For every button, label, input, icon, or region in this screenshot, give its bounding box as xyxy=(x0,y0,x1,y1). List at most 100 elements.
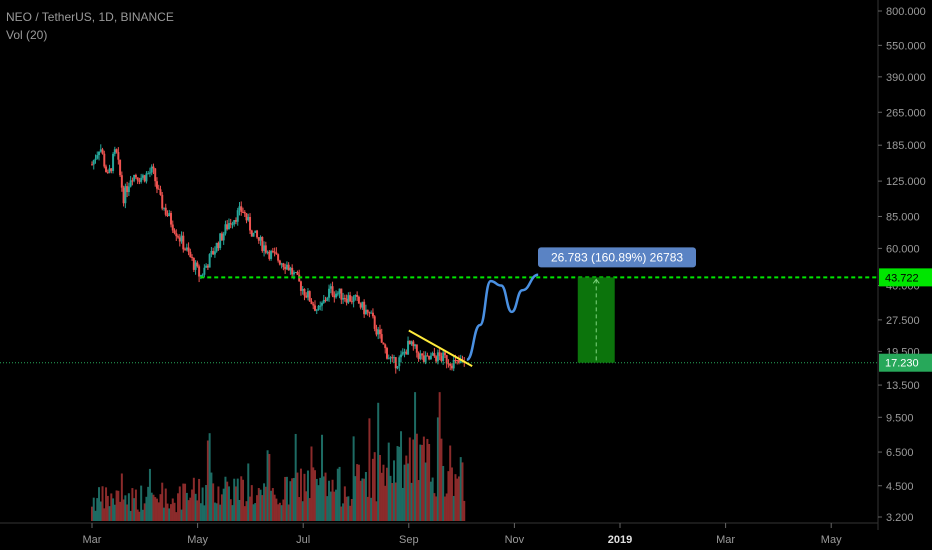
time-axis[interactable]: Mar May Jul Sep Nov 2019 Mar May xyxy=(0,522,878,546)
volume-bar xyxy=(407,463,410,521)
candle-body xyxy=(185,247,188,250)
candle-body xyxy=(261,236,264,251)
volume-bar xyxy=(184,483,187,521)
volume-bar xyxy=(433,493,436,521)
candle-body xyxy=(271,250,274,252)
candle-body xyxy=(178,237,181,242)
volume-bar xyxy=(164,488,167,521)
candle-body xyxy=(152,166,155,169)
candle-body xyxy=(240,206,243,212)
volume-bar xyxy=(275,498,278,521)
candle-body xyxy=(449,363,452,366)
volume-bar xyxy=(143,503,146,521)
volume-indicator-title[interactable]: Vol (20) xyxy=(6,28,48,42)
volume-bar xyxy=(419,444,422,521)
symbol-title[interactable]: NEO / TetherUS, 1D, BINANCE xyxy=(6,10,174,24)
candle-body xyxy=(287,264,290,271)
candle-body xyxy=(256,230,259,238)
measure-box xyxy=(577,277,615,363)
candle-body xyxy=(368,312,371,314)
candle-body xyxy=(443,352,446,356)
volume-bar xyxy=(299,468,302,521)
candle-body xyxy=(154,168,157,182)
volume-bar xyxy=(454,474,457,521)
volume-bar xyxy=(385,467,388,521)
volume-bar xyxy=(264,486,267,521)
candle-body xyxy=(270,250,273,259)
candle-body xyxy=(373,316,376,329)
volume-bar xyxy=(438,392,441,521)
level-price-tag xyxy=(879,268,932,287)
candle-body xyxy=(278,260,281,265)
candle-body xyxy=(315,309,318,311)
volume-bar xyxy=(178,486,181,521)
volume-bar xyxy=(180,509,183,521)
candle-body xyxy=(400,354,403,358)
volume-bar xyxy=(461,462,464,521)
candle-body xyxy=(238,206,241,211)
candle-body xyxy=(366,309,369,313)
price-tick-label: 60.000 xyxy=(886,243,920,255)
volume-bar xyxy=(133,498,136,521)
volume-bar xyxy=(263,483,266,521)
volume-bar xyxy=(415,433,418,521)
volume-bar xyxy=(249,496,252,521)
volume-bar xyxy=(456,478,459,521)
volume-bar xyxy=(394,482,397,521)
candle-body xyxy=(407,340,410,355)
volume-bar xyxy=(268,453,271,521)
volume-bar xyxy=(449,445,452,521)
candle-body xyxy=(182,235,185,250)
chart-legend: NEO / TetherUS, 1D, BINANCE Vol (20) xyxy=(6,8,174,44)
volume-bar xyxy=(359,480,362,521)
candle-body xyxy=(454,359,457,361)
candle-body xyxy=(112,153,115,171)
candle-body xyxy=(343,298,346,300)
drawings[interactable]: 26.783 (160.89%) 26783 xyxy=(0,247,878,368)
candle-body xyxy=(143,175,146,182)
volume-bar xyxy=(324,472,327,521)
candle-body xyxy=(212,251,215,255)
candle-body xyxy=(284,266,287,270)
volume-bar xyxy=(108,506,111,521)
candle-body xyxy=(201,274,204,276)
volume-bar xyxy=(285,476,288,521)
candle-body xyxy=(134,174,137,178)
volume-bar xyxy=(414,392,417,521)
candle-body xyxy=(259,236,262,241)
price-tick-label: 4.500 xyxy=(886,481,914,493)
volume-bar xyxy=(187,500,190,521)
candle-body xyxy=(229,223,232,225)
volume-bar xyxy=(224,476,227,521)
candle-body xyxy=(396,366,399,369)
volume-bar xyxy=(213,502,216,521)
candle-body xyxy=(170,213,173,225)
volume-bar xyxy=(159,494,162,521)
candle-body xyxy=(164,207,167,215)
candle-body xyxy=(173,230,176,234)
volume-bar xyxy=(177,493,180,521)
volume-bar xyxy=(106,495,109,521)
candle-body xyxy=(338,288,341,294)
volume-bar xyxy=(229,499,232,521)
volume-bar xyxy=(261,495,264,521)
candle-body xyxy=(106,172,109,174)
time-tick-label: Mar xyxy=(83,534,102,546)
candle-body xyxy=(405,351,408,355)
volume-bar xyxy=(331,479,334,521)
volume-bar xyxy=(215,503,218,521)
volume-bar xyxy=(243,506,246,521)
price-axis[interactable]: 800.000 550.000 390.000 265.000 185.000 125.0… xyxy=(877,0,926,530)
volume-bar xyxy=(321,434,324,521)
volume-bar xyxy=(398,446,401,521)
candle-body xyxy=(410,341,413,345)
volume-bar xyxy=(171,498,174,521)
volume-bar xyxy=(345,496,348,521)
candle-body xyxy=(321,302,324,306)
volume-bar xyxy=(254,503,257,521)
candle-body xyxy=(280,263,283,265)
volume-bar xyxy=(152,494,155,521)
candle-body xyxy=(177,236,180,238)
time-tick-label: 2019 xyxy=(608,534,632,546)
